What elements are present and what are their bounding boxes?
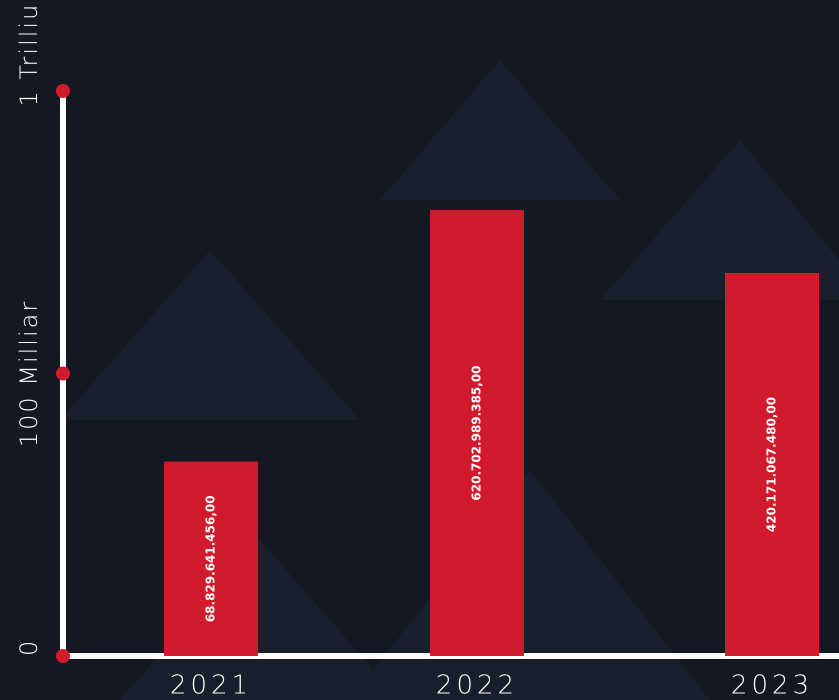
- bar: [725, 273, 819, 656]
- value-label: 620.702.989.385,00: [470, 365, 484, 500]
- tick-dot: [56, 366, 70, 381]
- y-tick-label: 0: [15, 639, 43, 656]
- y-tick-label: 1 Trilliun: [15, 0, 43, 107]
- x-tick-label: 2021: [170, 671, 252, 700]
- y-tick-label: 100 Milliar: [15, 300, 43, 447]
- tick-dot: [56, 84, 70, 98]
- bar: [430, 210, 524, 656]
- x-tick-label: 2022: [436, 671, 518, 700]
- value-label: 68.829.641.456,00: [204, 495, 218, 622]
- tick-dot: [56, 649, 70, 663]
- value-label: 420.171.067.480,00: [765, 397, 779, 532]
- x-tick-label: 2023: [731, 671, 813, 700]
- bar: [164, 461, 258, 656]
